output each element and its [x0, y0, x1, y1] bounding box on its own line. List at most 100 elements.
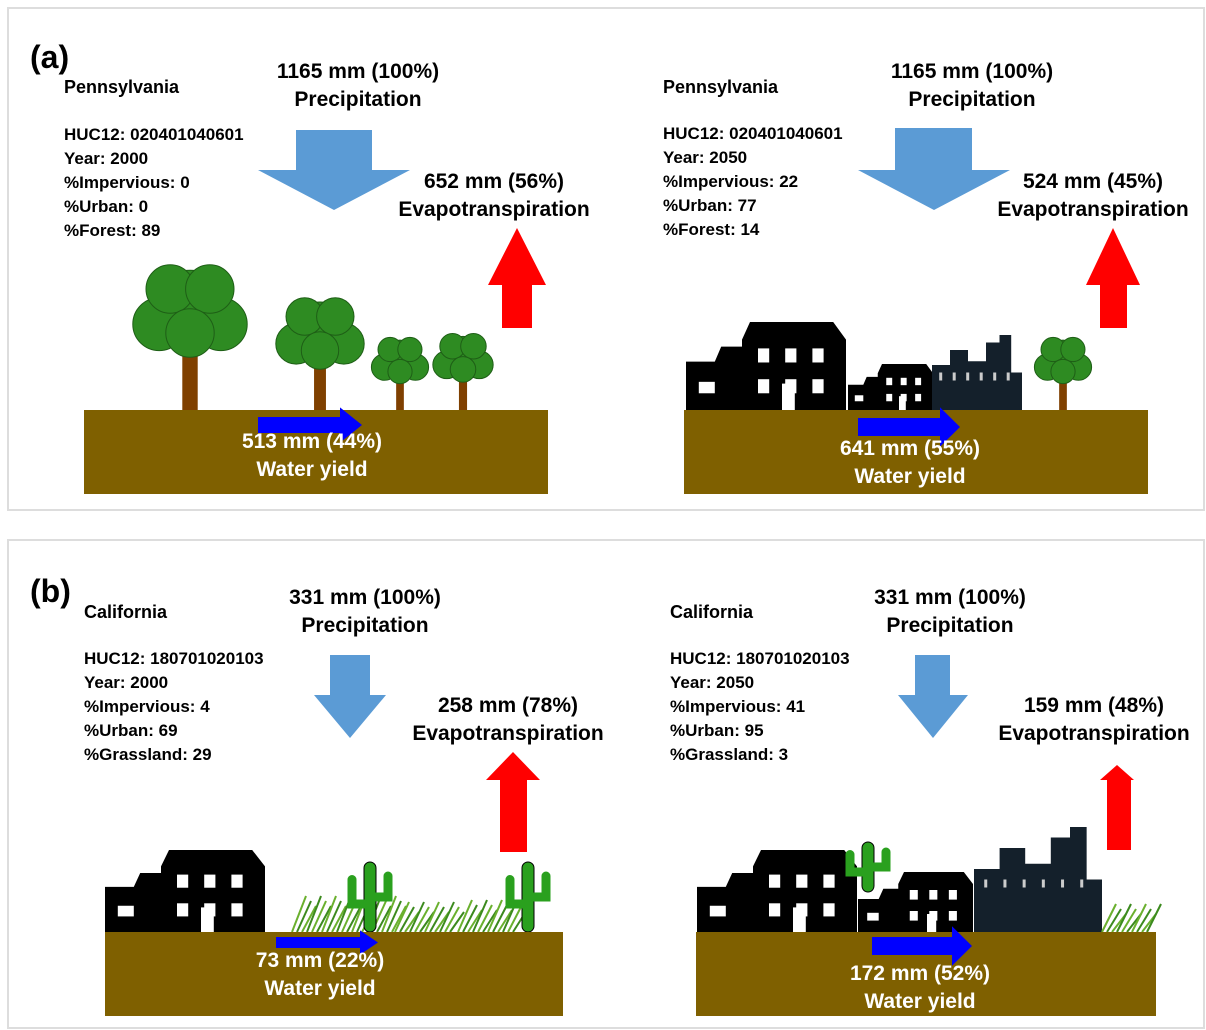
grass [326, 900, 342, 933]
tree-trunk [1059, 371, 1067, 410]
grass [487, 899, 503, 933]
house [105, 850, 265, 932]
info-line: HUC12: 020401040601 [663, 124, 843, 143]
grass [409, 901, 425, 933]
grass [386, 900, 402, 933]
grass [462, 904, 478, 933]
grass [1101, 903, 1117, 933]
grass [429, 906, 445, 933]
water-yield-label: Water yield [256, 458, 367, 481]
door [793, 907, 806, 932]
window [117, 905, 134, 917]
window [867, 912, 879, 921]
grass [472, 899, 488, 933]
grass [381, 895, 397, 933]
house [697, 850, 857, 932]
door [927, 914, 937, 932]
city-window [952, 372, 956, 381]
window [948, 890, 957, 900]
water-yield-arrow [872, 926, 972, 966]
window [177, 903, 189, 917]
grass [1116, 903, 1132, 933]
water-yield-amount: 73 mm (22%) [256, 949, 384, 972]
city-window [984, 879, 988, 888]
grass [424, 901, 440, 933]
tree-trunk [314, 350, 326, 410]
cactus-arm [371, 871, 393, 902]
water-yield-amount: 172 mm (52%) [850, 962, 990, 985]
tree-crown [397, 336, 423, 363]
window [886, 377, 893, 386]
et-arrow [488, 228, 546, 328]
window [915, 377, 922, 386]
grass [414, 906, 430, 933]
grass [306, 895, 322, 933]
et-arrow [1086, 228, 1140, 328]
window [900, 377, 907, 386]
grass [331, 905, 347, 933]
tree-trunk [458, 369, 468, 410]
info-line: %Impervious: 41 [670, 697, 805, 716]
tree-crown [165, 308, 215, 358]
info-line: %Urban: 69 [84, 721, 178, 740]
grass [321, 895, 337, 933]
state: Pennsylvania [663, 77, 779, 97]
window [909, 890, 918, 900]
tree-crown [387, 358, 413, 385]
et-arrow [1100, 765, 1134, 850]
info-line: Year: 2000 [64, 149, 148, 168]
window [812, 348, 824, 363]
window [769, 874, 781, 888]
water-yield-label: Water yield [854, 465, 965, 488]
tree-crown [449, 356, 477, 383]
water-yield-label: Water yield [264, 977, 375, 1000]
window [948, 911, 957, 921]
window [709, 905, 726, 917]
window [823, 874, 835, 888]
tree-crown [460, 332, 487, 360]
window [929, 890, 938, 900]
precipitation-amount: 331 mm (100%) [289, 586, 441, 609]
et-amount: 159 mm (48%) [1024, 694, 1164, 717]
info-line: HUC12: 020401040601 [64, 125, 244, 144]
window [758, 348, 770, 363]
et-amount: 258 mm (78%) [438, 694, 578, 717]
grass [316, 905, 332, 933]
door [201, 907, 214, 932]
et-label: Evapotranspiration [398, 198, 589, 221]
et-amount: 652 mm (56%) [424, 170, 564, 193]
info-line: %Urban: 95 [670, 721, 764, 740]
grass [419, 911, 435, 933]
grass [1106, 908, 1122, 933]
precipitation-label: Precipitation [301, 614, 428, 637]
tree-trunk [396, 371, 404, 410]
et-label: Evapotranspiration [998, 722, 1189, 745]
water-yield-label: Water yield [864, 990, 975, 1013]
precipitation-amount: 331 mm (100%) [874, 586, 1026, 609]
grass [404, 911, 420, 933]
info-line: %Impervious: 4 [84, 697, 210, 716]
info-line: %Grassland: 29 [84, 745, 212, 764]
grass [301, 905, 317, 933]
et-arrow [486, 752, 540, 852]
water-yield-arrow [858, 407, 960, 447]
grass [311, 900, 327, 933]
precipitation-amount: 1165 mm (100%) [891, 60, 1053, 83]
house [848, 364, 933, 410]
tree-crown [300, 331, 340, 370]
water-yield-amount: 641 mm (55%) [840, 437, 980, 460]
city-window [1041, 879, 1045, 888]
cactus-arm [347, 875, 369, 909]
city-window [1006, 372, 1010, 381]
house [686, 322, 846, 410]
water-yield-amount: 513 mm (44%) [242, 430, 382, 453]
window [177, 874, 189, 888]
cactus-arm [869, 847, 891, 872]
info-line: %Impervious: 22 [663, 172, 798, 191]
panel-label: (a) [30, 39, 69, 75]
window [886, 393, 893, 402]
panel-frame [7, 7, 1205, 511]
cactus-arm [505, 875, 527, 909]
grass [291, 895, 307, 933]
window [785, 348, 797, 363]
